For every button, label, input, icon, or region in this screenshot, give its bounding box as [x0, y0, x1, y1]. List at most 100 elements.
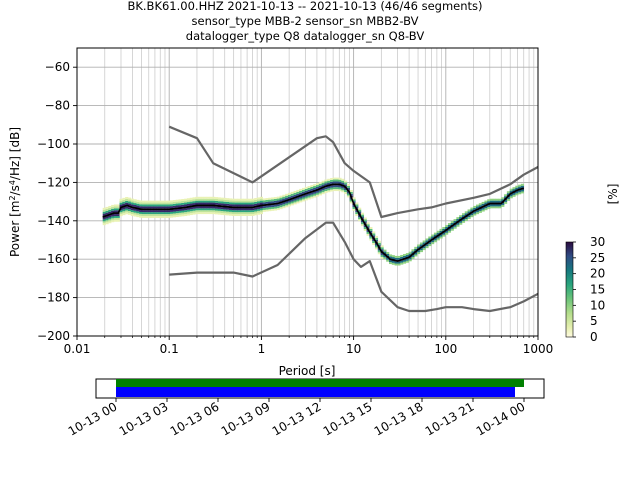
density-cell — [324, 179, 328, 182]
density-cell — [327, 190, 331, 193]
density-cell — [313, 191, 317, 194]
density-cell — [299, 198, 303, 201]
density-cell — [335, 185, 339, 188]
density-cell — [243, 214, 247, 216]
density-cell — [316, 186, 320, 189]
x-tick-label: 0.1 — [160, 342, 179, 356]
density-cell — [192, 199, 196, 202]
density-cell — [344, 180, 348, 183]
density-cell — [141, 216, 146, 218]
density-cell — [509, 188, 513, 191]
density-cell — [321, 184, 325, 187]
density-cell — [313, 186, 317, 188]
density-cell — [296, 197, 300, 200]
density-cell — [147, 200, 151, 203]
density-cell — [265, 207, 269, 210]
density-cell — [394, 261, 398, 264]
density-cell — [282, 198, 286, 201]
density-cell — [439, 228, 443, 231]
density-cell — [172, 215, 176, 218]
density-cell — [229, 198, 233, 201]
density-cell — [139, 206, 143, 209]
density-cell — [214, 212, 219, 215]
density-cell — [186, 211, 191, 214]
colorbar-label: [%] — [606, 184, 620, 205]
density-cell — [447, 230, 452, 233]
density-cell — [172, 209, 176, 212]
density-cell — [436, 230, 440, 233]
density-cell — [181, 200, 185, 203]
density-cell — [251, 198, 255, 201]
density-cell — [139, 204, 143, 207]
density-cell — [214, 206, 219, 209]
density-cell — [506, 198, 510, 201]
density-cell — [473, 207, 477, 210]
density-cell — [400, 260, 404, 263]
density-cell — [170, 215, 174, 218]
density-cell — [318, 183, 322, 186]
density-cell — [310, 194, 314, 197]
density-cell — [467, 209, 471, 212]
density-cell — [122, 211, 126, 214]
density-cell — [200, 206, 205, 209]
density-cell — [226, 211, 230, 214]
density-cell — [332, 179, 336, 182]
density-cell — [428, 236, 432, 239]
density-cell — [181, 210, 185, 213]
density-cell — [391, 262, 395, 265]
density-cell — [341, 180, 345, 183]
density-cell — [254, 209, 258, 212]
density-cell — [186, 200, 191, 203]
timeline-tick-label: 10-13 12 — [270, 399, 324, 438]
density-cell — [490, 198, 494, 201]
density-cell — [111, 208, 115, 211]
density-cell — [417, 250, 421, 253]
density-cell — [125, 208, 129, 211]
density-cell — [139, 213, 143, 216]
density-cell — [229, 213, 233, 216]
density-cell — [346, 183, 350, 186]
density-cell — [113, 204, 118, 207]
density-cell — [164, 212, 168, 215]
density-cell — [301, 197, 306, 200]
density-cell — [484, 206, 488, 209]
density-cell — [122, 197, 126, 200]
density-cell — [203, 210, 207, 213]
density-cell — [130, 198, 134, 201]
title-line-1: BK.BK61.00.HHZ 2021-10-13 -- 2021-10-13 … — [127, 0, 482, 13]
density-cell — [130, 200, 134, 203]
density-cell — [290, 193, 294, 196]
density-cell — [388, 260, 393, 263]
density-cell — [240, 208, 244, 211]
density-cell — [144, 216, 148, 218]
new-high-noise-model-line — [168, 125, 539, 219]
density-cell — [254, 201, 258, 204]
density-cell — [349, 189, 353, 192]
density-cell — [189, 201, 193, 204]
density-cell — [287, 204, 292, 207]
density-cell — [358, 209, 362, 212]
density-cell — [363, 217, 367, 220]
density-cell — [310, 186, 314, 189]
density-cell — [111, 218, 115, 221]
density-cell — [476, 212, 480, 215]
density-cell — [287, 202, 292, 205]
density-cell — [346, 195, 350, 198]
density-cell — [473, 211, 477, 214]
density-cell — [212, 198, 216, 201]
density-cell — [231, 210, 235, 213]
density-cell — [445, 225, 449, 228]
density-cell — [450, 226, 454, 229]
density-cell — [209, 210, 213, 213]
density-cell — [518, 186, 522, 189]
density-cell — [186, 198, 191, 201]
density-cell — [316, 194, 320, 197]
density-cell — [414, 252, 418, 255]
density-cell — [316, 190, 320, 193]
density-cell — [419, 250, 423, 253]
coverage-bar-data — [116, 379, 524, 387]
density-cell — [262, 209, 266, 212]
density-cell — [206, 200, 210, 203]
density-cell — [290, 199, 294, 202]
density-cell — [386, 259, 390, 262]
